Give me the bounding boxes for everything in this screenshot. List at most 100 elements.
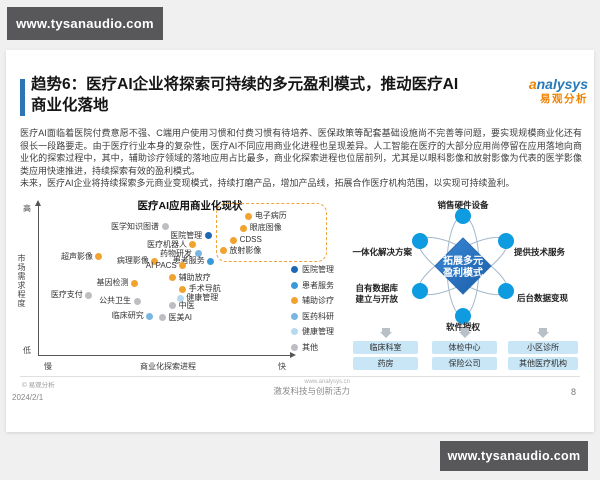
- channel-column-1: 临床科室 药房: [353, 328, 418, 373]
- scatter-point: [161, 223, 169, 231]
- channel-box: 体检中心: [432, 341, 497, 354]
- legend-dot-icon: [291, 343, 298, 351]
- profit-diamond: [434, 237, 492, 295]
- legend-item: 患者服务: [291, 278, 334, 294]
- x-axis: [38, 355, 292, 356]
- commercialization-scatter-chart: 医疗AI应用商业化现状 高 低 市场需求程度 慢 商业化探索进程 快 医学知识图…: [17, 198, 342, 390]
- scatter-point-label: 眼底图像: [249, 223, 282, 233]
- label-tech-service: 提供技术服务: [514, 247, 566, 257]
- legend-dot-icon: [291, 281, 298, 289]
- x-max-label: 快: [278, 362, 286, 371]
- scatter-point-label: 临床研究: [111, 311, 144, 321]
- page-number: 8: [571, 387, 577, 397]
- channel-box: 保险公司: [432, 357, 497, 370]
- scatter-point: [151, 257, 159, 265]
- legend-dot-icon: [291, 266, 298, 274]
- slide-title: 趋势6：医疗AI企业将探索可持续的多元盈利模式，推动医疗AI 商业化落地: [31, 74, 536, 116]
- legend-item: 其他: [291, 340, 334, 356]
- paragraph-2: 未来，医疗AI企业将持续探索多元商业变现模式，持续打磨产品，增加产品线，拓展合作…: [20, 178, 515, 189]
- logo-brand-text: analysys: [528, 76, 588, 92]
- footer-date: 2024/2/1: [12, 393, 44, 402]
- legend-item: 医药科研: [291, 309, 334, 325]
- label-integrated-solution: 一体化解决方案: [352, 247, 412, 257]
- legend-dot-icon: [291, 328, 298, 336]
- down-arrow-icon: [379, 332, 392, 338]
- y-max-label: 高: [23, 204, 31, 213]
- scatter-point: [176, 294, 184, 302]
- slide-title-line2: 商业化落地: [31, 97, 109, 114]
- scatter-point-label: 医美AI: [168, 312, 193, 322]
- profit-model-diagram: 拓展多元 盈利模式 销售硬件设备 一体化解决方案 提供技术服务 自有数据库 建立…: [340, 198, 595, 413]
- scatter-point-label: 电子病历: [254, 211, 287, 221]
- node-integrated-solution: [412, 233, 428, 249]
- down-arrow-icon: [458, 332, 471, 338]
- footer-divider: [20, 376, 580, 377]
- scatter-point: [204, 232, 212, 240]
- scatter-point-label: 医学知识图谱: [111, 221, 159, 231]
- legend-label: 其他: [302, 342, 318, 352]
- legend-dot-icon: [291, 312, 298, 320]
- scatter-point: [158, 314, 166, 322]
- title-accent-bar: [20, 79, 25, 116]
- highlight-box: [215, 203, 328, 262]
- label-database: 自有数据库 建立与开放: [355, 283, 398, 304]
- down-arrow-icon: [460, 328, 469, 332]
- logo-cn-text: 易观分析: [540, 93, 588, 105]
- y-axis-arrow-icon: [35, 200, 41, 206]
- watermark-text: www.tysanaudio.com: [447, 449, 581, 463]
- scatter-point: [230, 236, 238, 244]
- scatter-point: [131, 279, 139, 287]
- down-arrow-icon: [537, 332, 549, 338]
- scatter-point: [207, 257, 215, 265]
- footer-site: www.analysys.cn: [304, 379, 350, 385]
- legend-label: 医药科研: [302, 311, 334, 321]
- scatter-point-label: 基因检测: [96, 278, 129, 288]
- legend-label: 患者服务: [302, 280, 334, 290]
- down-arrow-icon: [381, 328, 390, 332]
- legend-label: 辅助诊疗: [302, 296, 334, 306]
- scatter-point-label: 手术导航: [188, 284, 221, 294]
- node-tech-service: [498, 233, 514, 249]
- node-data-monetize: [498, 283, 514, 299]
- y-axis: [38, 206, 39, 355]
- scatter-point-label: 医疗机器人: [146, 239, 187, 249]
- node-database: [412, 283, 428, 299]
- chart-source: © 易观分析: [22, 382, 55, 389]
- scatter-point: [194, 250, 202, 258]
- scatter-point-label: 放射影像: [229, 245, 262, 255]
- analysys-logo: analysys 易观分析: [529, 77, 588, 105]
- down-arrow-icon: [539, 328, 547, 332]
- scatter-point-label: 中医: [178, 300, 195, 310]
- node-software-license: [455, 308, 471, 324]
- scatter-point: [219, 247, 227, 255]
- scatter-point: [189, 241, 197, 249]
- channel-column-2: 体检中心 保险公司: [432, 328, 497, 373]
- scatter-point-label: 医院管理: [170, 230, 203, 240]
- watermark-bottom: www.tysanaudio.com: [440, 441, 588, 471]
- logo-swirl-icon: a: [528, 76, 537, 92]
- legend-dot-icon: [291, 297, 298, 305]
- scatter-point-label: 病理影像: [116, 256, 149, 266]
- y-min-label: 低: [23, 346, 31, 355]
- footer-center: www.analysys.cn 激发科技与创新活力: [230, 378, 350, 397]
- x-axis-title: 商业化探索进程: [140, 362, 196, 371]
- scatter-point-label: 药物研发: [160, 248, 193, 258]
- scatter-point: [169, 274, 177, 282]
- scatter-point: [95, 253, 103, 261]
- scatter-point: [146, 312, 154, 320]
- orbit-nodes: [412, 208, 514, 324]
- slide-title-line1: 趋势6：医疗AI企业将探索可持续的多元盈利模式，推动医疗AI: [31, 76, 459, 93]
- scatter-point: [179, 262, 187, 270]
- y-axis-title: 市场需求程度: [17, 254, 26, 308]
- scatter-point-label: 健康管理: [186, 293, 219, 303]
- label-data-monetize: 后台数据变现: [517, 293, 569, 303]
- chart-legend: 医院管理 患者服务 辅助诊疗 医药科研 健康管理 其他: [291, 262, 334, 355]
- channel-box: 临床科室: [353, 341, 418, 354]
- scatter-point-label: 患者服务: [172, 256, 205, 266]
- scatter-point: [133, 297, 141, 305]
- footer-slogan: 激发科技与创新活力: [273, 386, 350, 396]
- scatter-point: [240, 224, 248, 232]
- scatter-point: [179, 285, 187, 293]
- body-paragraphs: 医疗AI面临着医院付费意愿不强、C端用户使用习惯和付费习惯有待培养、医保政策等配…: [20, 127, 582, 190]
